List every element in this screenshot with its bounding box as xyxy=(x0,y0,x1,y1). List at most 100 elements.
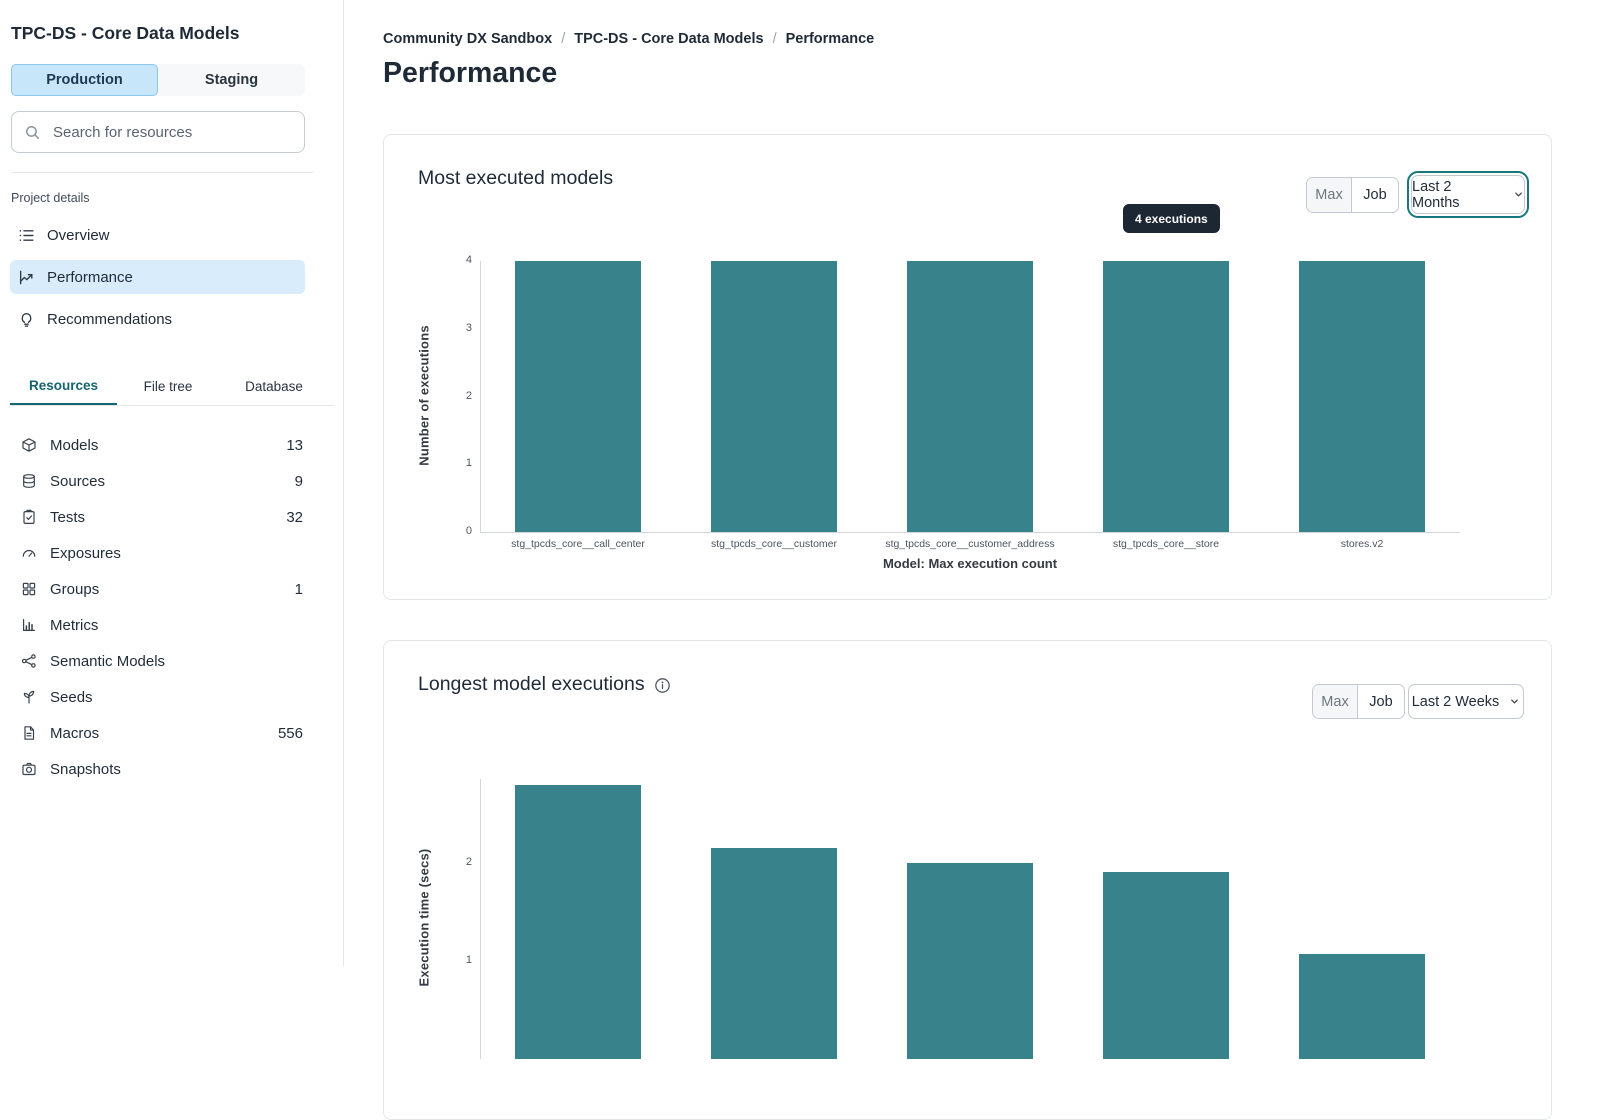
grid-icon xyxy=(21,581,37,597)
y-tick-label: 1 xyxy=(465,954,472,966)
bar-stg_tpcds_core__store[interactable] xyxy=(1103,261,1229,532)
resource-item-tests[interactable]: Tests 32 xyxy=(10,499,303,535)
sidebar: TPC-DS - Core Data Models Production Sta… xyxy=(0,0,344,966)
sidebar-item-label: Performance xyxy=(47,268,133,286)
y-tick-label: 0 xyxy=(465,525,472,537)
y-axis-line xyxy=(480,778,481,1059)
environment-tabs: Production Staging xyxy=(11,64,305,96)
gauge-icon xyxy=(21,545,37,561)
y-tick-label: 2 xyxy=(465,389,472,402)
job-toggle-button[interactable]: Job xyxy=(1358,685,1404,718)
max-job-toggle: Max Job xyxy=(1306,177,1399,213)
breadcrumb-current-page: Performance xyxy=(785,31,875,47)
sidebar-item-label: Recommendations xyxy=(47,310,173,328)
breadcrumb-separator: / xyxy=(772,31,777,47)
resource-item-semantic-models[interactable]: Semantic Models xyxy=(10,643,303,679)
resource-list: Models 13 Sources 9 Tests 32 Exposures G… xyxy=(10,427,303,787)
resource-item-exposures[interactable]: Exposures xyxy=(10,535,303,571)
time-range-select[interactable]: Last 2 Weeks xyxy=(1408,684,1524,719)
search-box[interactable] xyxy=(11,111,305,153)
time-range-value: Last 2 Months xyxy=(1412,178,1460,211)
breadcrumb: Community DX Sandbox / TPC-DS - Core Dat… xyxy=(383,31,874,47)
info-icon[interactable] xyxy=(654,677,671,694)
breadcrumb-project[interactable]: TPC-DS - Core Data Models xyxy=(574,31,764,47)
resource-item-metrics[interactable]: Metrics xyxy=(10,607,303,643)
page-title: Performance xyxy=(383,57,558,89)
resource-item-seeds[interactable]: Seeds xyxy=(10,679,303,715)
time-range-value: Last 2 Weeks xyxy=(1411,693,1500,710)
y-tick-label: 1 xyxy=(465,457,472,470)
bar-value-3[interactable] xyxy=(1103,871,1229,1059)
resource-count: 556 xyxy=(277,724,303,742)
sidebar-item-recommendations[interactable]: Recommendations xyxy=(10,302,305,336)
y-tick-label: 3 xyxy=(465,321,472,334)
most-executed-models-chart: 0 1 2 3 4 stg_tpcds_core__call_center stg_tpcd… xyxy=(384,135,1551,599)
breadcrumb-account[interactable]: Community DX Sandbox xyxy=(383,31,553,47)
document-icon xyxy=(21,725,37,741)
x-tick-label: stg_tpcds_core__customer xyxy=(710,538,838,550)
max-job-toggle: Max Job xyxy=(1312,684,1405,719)
job-toggle-button[interactable]: Job xyxy=(1352,178,1398,212)
resource-item-groups[interactable]: Groups 1 xyxy=(10,571,303,607)
max-toggle-button[interactable]: Max xyxy=(1313,685,1358,718)
clipboard-check-icon xyxy=(21,509,37,525)
y-axis-title: Execution time (secs) xyxy=(416,848,432,987)
x-axis-line xyxy=(480,532,1460,533)
sidebar-item-performance[interactable]: Performance xyxy=(10,260,305,294)
bar-stg_tpcds_core__customer[interactable] xyxy=(711,261,837,532)
resource-item-models[interactable]: Models 13 xyxy=(10,427,303,463)
bar-value-2[interactable] xyxy=(907,863,1033,1059)
bar-stg_tpcds_core__customer_address[interactable] xyxy=(907,261,1033,532)
max-toggle-button[interactable]: Max xyxy=(1307,178,1352,212)
network-icon xyxy=(21,653,37,669)
y-tick-label: 2 xyxy=(465,856,472,868)
x-tick-label: stg_tpcds_core__store xyxy=(1112,538,1220,550)
bar-chart-icon xyxy=(21,617,37,633)
x-tick-label: stg_tpcds_core__customer_address xyxy=(885,538,1055,550)
chevron-down-icon xyxy=(1513,189,1524,200)
sidebar-item-overview[interactable]: Overview xyxy=(10,218,305,252)
project-details-label: Project details xyxy=(11,191,90,205)
resource-item-snapshots[interactable]: Snapshots xyxy=(10,751,303,787)
tab-production[interactable]: Production xyxy=(11,64,158,96)
bar-stg_tpcds_core__call_center[interactable] xyxy=(515,261,641,532)
tab-database[interactable]: Database xyxy=(245,379,303,394)
resource-item-macros[interactable]: Macros 556 xyxy=(10,715,303,751)
trend-chart-icon xyxy=(18,269,35,286)
list-icon xyxy=(18,227,35,244)
tab-file-tree[interactable]: File tree xyxy=(143,379,193,394)
tab-resources[interactable]: Resources xyxy=(10,368,117,405)
y-tick-label: 4 xyxy=(465,254,472,266)
sprout-icon xyxy=(21,689,37,705)
database-icon xyxy=(21,473,37,489)
cube-icon xyxy=(21,437,37,453)
bar-value-0[interactable] xyxy=(515,784,641,1059)
breadcrumb-separator: / xyxy=(561,31,566,47)
camera-icon xyxy=(21,761,37,777)
bar-value-1[interactable] xyxy=(711,848,837,1059)
resource-item-sources[interactable]: Sources 9 xyxy=(10,463,303,499)
search-input[interactable] xyxy=(51,122,292,142)
chevron-down-icon xyxy=(1509,696,1520,707)
search-icon xyxy=(24,124,41,141)
resource-count: 1 xyxy=(294,580,303,598)
x-tick-label: stores.v2 xyxy=(1340,538,1384,550)
chart-tooltip: 4 executions xyxy=(1123,204,1220,233)
time-range-select[interactable]: Last 2 Months xyxy=(1407,171,1529,218)
longest-model-executions-card: Longest model executions Max Job Last 2 … xyxy=(383,640,1552,1120)
bar-stores.v2[interactable] xyxy=(1299,261,1425,532)
bar-value-4[interactable] xyxy=(1299,954,1425,1059)
y-axis-title: Number of executions xyxy=(416,324,432,466)
card-title: Most executed models xyxy=(418,167,614,189)
resource-count: 32 xyxy=(286,508,303,526)
tab-staging[interactable]: Staging xyxy=(158,64,305,96)
resource-count: 13 xyxy=(286,436,303,454)
y-axis-line xyxy=(480,261,481,532)
card-title: Longest model executions xyxy=(418,673,671,696)
project-nav: Overview Performance Recommendations xyxy=(10,218,305,336)
most-executed-models-card: Most executed models Max Job Last 2 Mont… xyxy=(383,134,1552,600)
resource-tabs: Resources File tree Database xyxy=(10,368,334,406)
resource-count: 9 xyxy=(294,472,303,490)
lightbulb-icon xyxy=(18,311,35,328)
longest-model-executions-chart: 1 2 Execution time (secs) xyxy=(384,641,1551,1119)
